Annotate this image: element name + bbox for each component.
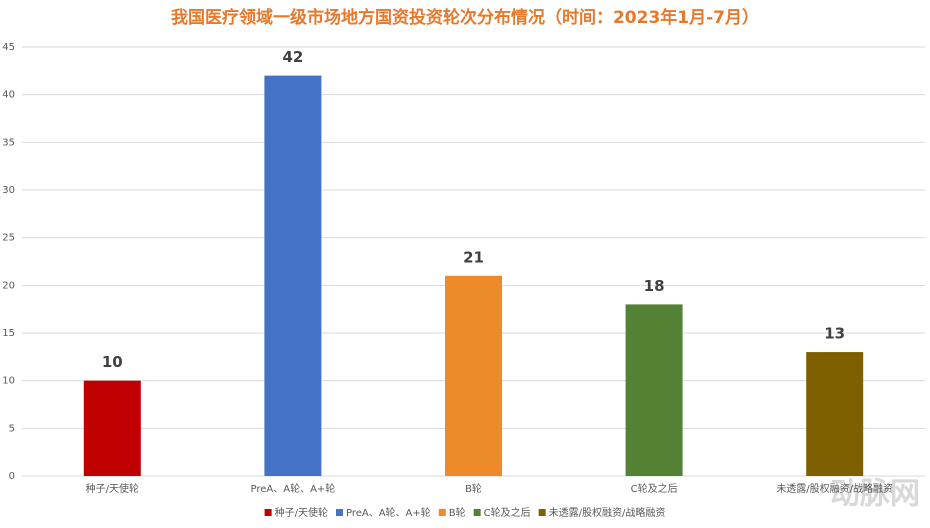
x-tick-label: 种子/天使轮 — [86, 482, 139, 495]
legend-label: C轮及之后 — [484, 506, 531, 519]
legend-label: 种子/天使轮 — [275, 506, 328, 519]
bar — [264, 75, 322, 476]
legend-swatch — [335, 509, 343, 516]
y-tick-label: 30 — [2, 185, 15, 196]
x-tick-label: PreA、A轮、A+轮 — [250, 482, 335, 495]
value-label: 13 — [824, 325, 845, 343]
value-label: 42 — [282, 48, 303, 66]
y-tick-label: 25 — [2, 233, 15, 244]
y-tick-label: 20 — [2, 280, 15, 291]
y-tick-label: 40 — [2, 90, 15, 101]
legend-label: PreA、A轮、A+轮 — [346, 506, 431, 519]
x-tick-label: B轮 — [465, 482, 482, 495]
bar — [806, 352, 864, 476]
legend-swatch — [538, 509, 546, 516]
y-tick-label: 45 — [2, 42, 15, 53]
legend: 种子/天使轮 PreA、A轮、A+轮 B轮 C轮及之后 未透露/股权融资/战略融资 — [264, 506, 666, 519]
legend-label: 未透露/股权融资/战略融资 — [549, 506, 666, 519]
bar — [625, 304, 683, 476]
watermark: 动脉网 — [830, 477, 920, 512]
value-label: 21 — [463, 248, 484, 266]
value-label: 18 — [644, 277, 665, 295]
bar — [83, 380, 141, 476]
bar — [445, 275, 502, 476]
legend-swatch — [473, 509, 481, 516]
y-tick-label: 5 — [9, 423, 15, 434]
x-tick-label: C轮及之后 — [631, 482, 678, 495]
value-label: 10 — [102, 353, 123, 371]
y-tick-label: 15 — [2, 328, 15, 339]
x-tick-label: 未透露/股权融资/战略融资 — [776, 482, 893, 495]
legend-label: B轮 — [449, 506, 466, 519]
legend-swatch — [264, 509, 272, 516]
y-tick-label: 35 — [2, 137, 15, 148]
chart-title: 我国医疗领域一级市场地方国资投资轮次分布情况（时间：2023年1月-7月） — [171, 7, 759, 28]
y-tick-label: 0 — [9, 471, 15, 482]
legend-swatch — [438, 509, 446, 516]
y-tick-label: 10 — [2, 376, 15, 387]
